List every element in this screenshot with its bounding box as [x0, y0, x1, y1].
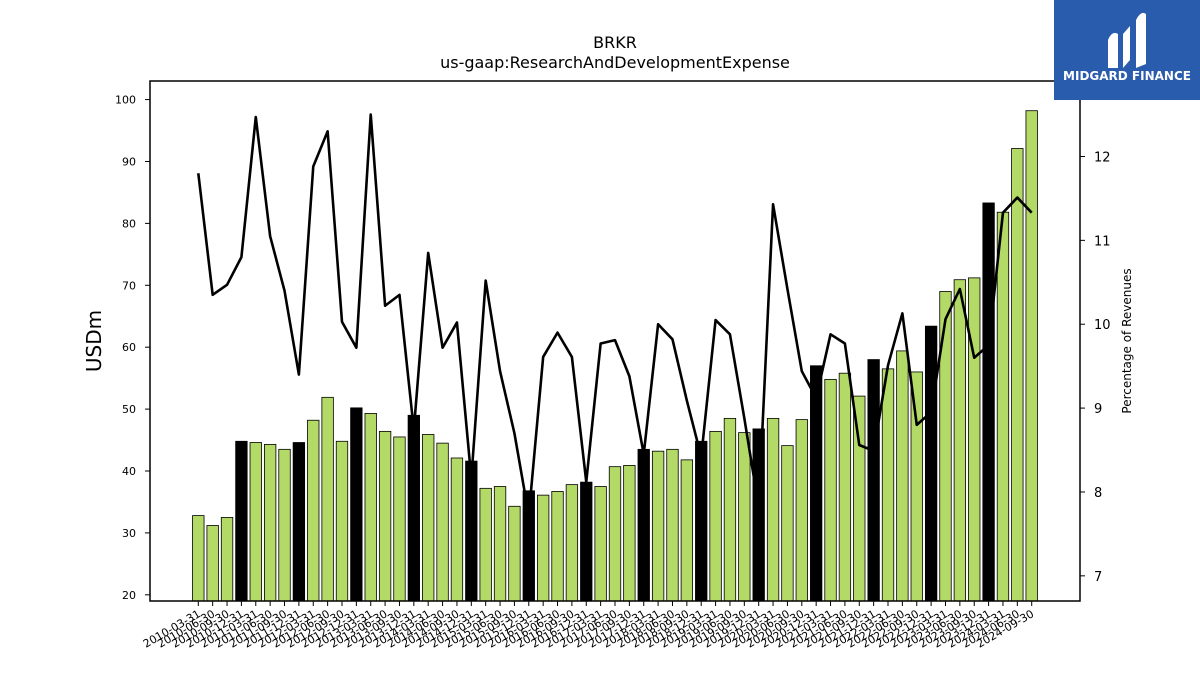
right-axis-ticks: 7 8 9 10 11 12	[1080, 150, 1111, 585]
bar	[738, 432, 751, 602]
y-tick-label: 50	[122, 403, 136, 416]
bar	[896, 350, 909, 602]
bar	[321, 396, 334, 602]
bar	[795, 419, 808, 602]
bar	[924, 325, 938, 602]
y-tick-label: 90	[122, 155, 136, 168]
y-axis-label: USDm	[82, 310, 106, 372]
bar	[249, 442, 262, 602]
bar	[537, 494, 550, 602]
bar	[551, 491, 564, 602]
y2-tick-label: 8	[1094, 486, 1102, 501]
bar	[220, 517, 234, 602]
bar	[637, 448, 650, 602]
y2-axis-label: Percentage of Revenues	[1120, 268, 1134, 413]
left-axis-ticks: 20 30 40 50 60 70 80 90 100	[115, 94, 150, 602]
bar	[206, 525, 219, 602]
y-tick-label: 30	[122, 527, 136, 540]
y2-tick-label: 10	[1094, 318, 1111, 333]
bar	[910, 371, 923, 602]
bar	[608, 466, 622, 602]
bar-series	[192, 110, 1038, 602]
percentage-line	[197, 113, 1033, 517]
y-tick-label: 40	[122, 465, 136, 478]
bar	[838, 372, 852, 602]
bar	[982, 202, 995, 602]
bar	[651, 450, 665, 602]
y-tick-label: 70	[122, 279, 136, 292]
bar	[666, 448, 679, 602]
bar	[1011, 148, 1024, 602]
bar	[479, 487, 492, 602]
bar	[867, 359, 880, 602]
chart-title: BRKR	[593, 33, 637, 52]
bar	[263, 443, 277, 602]
bar	[695, 440, 708, 602]
bar	[407, 414, 420, 602]
bar	[508, 505, 521, 602]
bar	[364, 413, 377, 602]
bar	[235, 440, 248, 602]
bar	[810, 365, 823, 602]
bar	[278, 448, 291, 602]
bar	[781, 445, 794, 602]
y-tick-label: 100	[115, 94, 136, 107]
y2-tick-label: 7	[1094, 570, 1102, 585]
bar	[465, 460, 478, 602]
bar	[422, 434, 435, 602]
y2-tick-label: 12	[1094, 150, 1111, 165]
bar	[393, 436, 406, 602]
bar	[350, 407, 363, 602]
bar	[378, 430, 392, 602]
chart-subtitle: us-gaap:ResearchAndDevelopmentExpense	[440, 53, 790, 72]
bar	[493, 486, 507, 602]
bar	[709, 430, 722, 602]
bar	[335, 440, 349, 602]
bar	[1025, 110, 1038, 602]
bar	[580, 481, 593, 602]
bar	[307, 419, 320, 602]
y-tick-label: 80	[122, 217, 136, 230]
bar	[450, 457, 464, 602]
bar	[824, 378, 837, 602]
bar	[680, 459, 693, 602]
logo-mark-icon	[1108, 12, 1146, 68]
bar	[436, 442, 449, 602]
bar	[853, 395, 866, 602]
brand-logo: MIDGARD FINANCE	[1054, 0, 1200, 100]
logo-text: MIDGARD FINANCE	[1063, 69, 1191, 83]
bar	[723, 417, 737, 602]
bar	[968, 277, 981, 602]
y2-tick-label: 11	[1094, 234, 1111, 249]
bar	[565, 484, 579, 602]
y2-tick-label: 9	[1094, 402, 1102, 417]
bar	[953, 279, 967, 602]
bar	[594, 486, 607, 602]
y-tick-label: 20	[122, 589, 136, 602]
bar	[881, 368, 895, 602]
bar	[752, 428, 765, 602]
y-tick-label: 60	[122, 341, 136, 354]
bar	[192, 515, 205, 602]
bar	[623, 465, 636, 602]
bar	[292, 442, 306, 602]
bar	[766, 417, 780, 602]
bar	[996, 211, 1010, 602]
x-axis-ticks: 2010-03-312010-06-302010-09-302010-12-31…	[141, 601, 1036, 651]
